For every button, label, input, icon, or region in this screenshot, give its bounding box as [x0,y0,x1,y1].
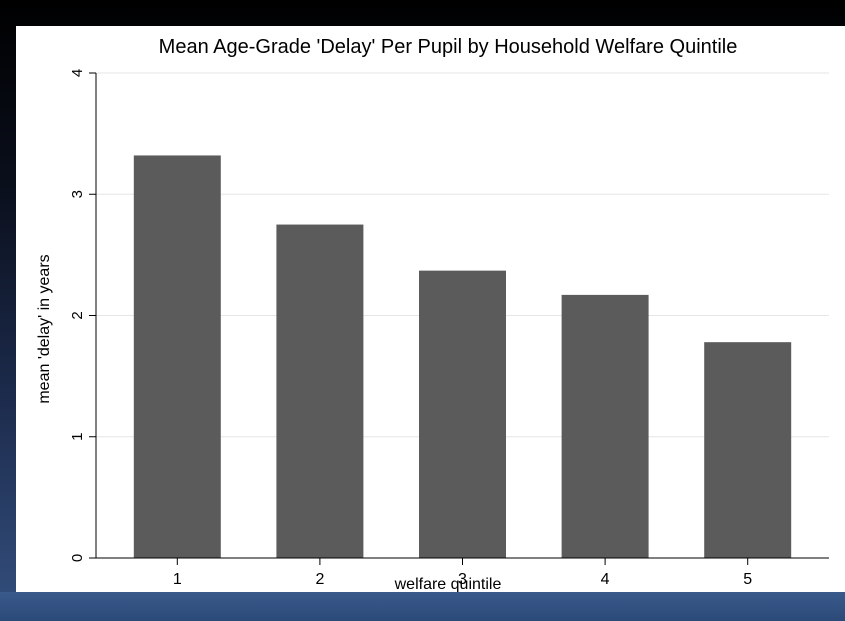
bar-quintile-1 [133,155,221,558]
bar-quintile-5 [704,342,792,558]
x-tick-label-2: 2 [315,571,324,588]
y-tick-label-4: 4 [69,69,86,77]
x-tick-label-5: 5 [743,571,752,588]
slide-bottom-band [0,592,845,621]
y-axis-label: mean 'delay' in years [36,254,53,403]
bar-quintile-3 [419,270,506,558]
bars [133,155,792,558]
x-tick-label-4: 4 [601,571,610,588]
x-tick-label-3: 3 [458,571,467,588]
y-tick-label-3: 3 [69,190,86,198]
axes: 0 1 2 3 4 1 2 3 4 5 [69,69,829,588]
chart-figure: Mean Age-Grade 'Delay' Per Pupil by Hous… [16,26,845,592]
chart-title: Mean Age-Grade 'Delay' Per Pupil by Hous… [159,36,738,58]
y-tick-label-1: 1 [69,433,86,441]
y-tick-label-0: 0 [69,554,86,562]
bar-quintile-2 [276,224,364,558]
x-tick-label-1: 1 [173,571,182,588]
bar-chart: Mean Age-Grade 'Delay' Per Pupil by Hous… [36,36,829,592]
x-axis-label: welfare quintile [394,576,502,592]
bar-quintile-4 [561,294,649,558]
y-tick-label-2: 2 [69,311,86,319]
